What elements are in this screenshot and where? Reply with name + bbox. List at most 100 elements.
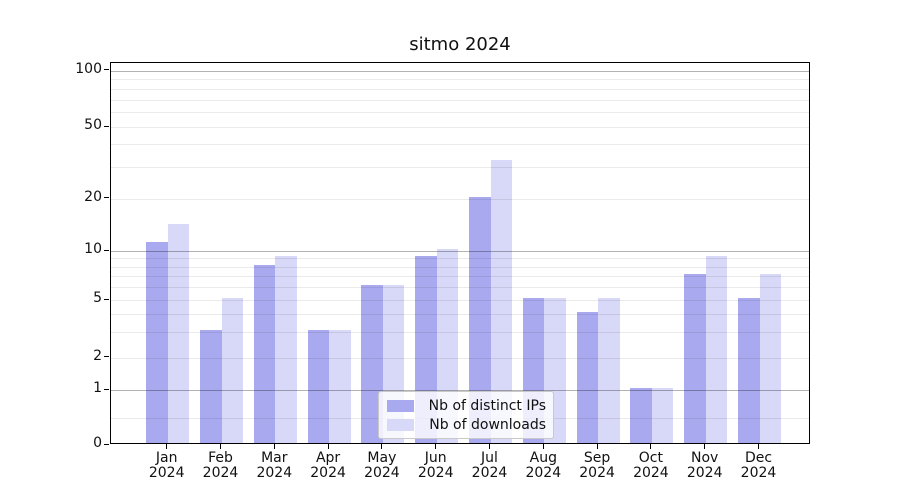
x-tick-label: Jun 2024 [404,451,468,481]
y-tick-label: 20 [84,188,102,205]
x-tick-label-month: Sep [583,450,611,466]
y-tick-label: 100 [75,60,102,77]
chart-title: sitmo 2024 [409,34,511,55]
x-tick-label-month: Dec [744,450,773,466]
bar-distinct-ips-jul [469,196,491,443]
x-tick-label: Jan 2024 [135,451,199,481]
y-tick [104,298,109,300]
x-tick-label-year: 2024 [256,465,293,481]
x-tick-label-month: Mar [261,450,288,466]
x-tick [273,444,275,449]
y-tick [104,197,109,199]
x-tick-label-year: 2024 [633,465,669,481]
x-tick-label: Sep 2024 [565,451,629,481]
gridline-minor [111,99,809,101]
gridline-minor [111,198,809,200]
x-tick-label-month: Feb [208,450,233,466]
bar-downloads-feb [221,298,243,443]
bar-distinct-ips-feb [200,330,222,443]
x-tick-label-year: 2024 [525,465,562,481]
x-tick [596,444,598,449]
x-tick-label: Jul 2024 [458,451,522,481]
bar-downloads-dec [759,274,781,443]
legend-item-distinct-ips: Nb of distinct IPs [386,397,546,414]
x-tick-label-year: 2024 [417,465,454,481]
x-tick-label-month: Apr [315,450,341,466]
x-tick-label-month: Oct [638,450,663,466]
x-tick [381,444,383,449]
gridline-major [111,70,809,72]
gridline-minor [111,144,809,146]
gridline-minor [111,314,809,315]
gridline-major [111,390,809,391]
x-tick [650,444,652,449]
x-tick [704,444,706,449]
bar-downloads-oct [651,388,674,443]
gridline-minor [111,300,809,301]
x-tick-label-month: Jan [155,450,178,466]
x-tick-label-month: Jul [481,450,498,466]
bar-downloads-jul [490,159,512,443]
bar-distinct-ips-jan [146,241,168,443]
y-tick-label: 50 [84,117,102,133]
gridline-minor [111,166,809,168]
bar-distinct-ips-may [361,285,383,443]
gridline-minor [111,127,809,128]
x-tick-label: Oct 2024 [619,451,683,481]
plot-area [110,62,810,444]
legend-label-downloads: Nb of downloads [429,416,546,433]
gridline-minor [111,258,809,260]
gridline-minor [111,112,809,114]
bar-downloads-jan [167,223,190,443]
x-tick [327,444,329,449]
bar-downloads-sep [598,298,620,443]
x-tick-label: May 2024 [350,451,414,481]
bar-distinct-ips-dec [738,298,760,443]
y-tick [104,69,109,71]
legend-label-distinct-ips: Nb of distinct IPs [428,397,546,414]
bar-distinct-ips-apr [307,330,330,443]
legend-swatch-distinct-ips [387,399,414,412]
x-tick-label-month: Nov [691,450,719,466]
gridline-minor [111,88,809,90]
x-tick [435,444,437,449]
x-tick-label-year: 2024 [579,465,615,481]
y-tick [104,356,109,358]
gridline-minor [111,276,809,278]
x-tick [219,444,222,449]
y-tick-label: 2 [93,347,102,364]
legend-item-downloads: Nb of downloads [386,416,546,433]
gridline-major [111,251,809,252]
y-tick [104,388,109,390]
gridline-minor [111,357,809,359]
gridline-minor [111,332,809,334]
x-tick [166,444,168,449]
x-tick [542,444,544,449]
x-tick-label-month: May [367,450,397,466]
y-tick [104,249,109,251]
x-tick-label-year: 2024 [202,465,239,481]
y-tick [104,125,109,127]
y-tick-label: 0 [93,435,102,451]
y-tick [104,443,109,445]
x-tick [488,444,491,449]
bar-distinct-ips-nov [684,274,706,443]
bar-distinct-ips-mar [253,264,276,443]
gridline-minor [111,79,809,81]
x-tick-label-year: 2024 [686,465,723,481]
x-tick-label: Aug 2024 [511,451,575,481]
x-tick-label: Feb 2024 [189,451,253,481]
bar-downloads-nov [705,256,728,443]
x-tick-label-year: 2024 [310,465,346,481]
y-tick-label: 5 [93,290,102,306]
y-tick-label: 10 [84,241,102,257]
legend-swatch-downloads [387,418,414,431]
bar-downloads-apr [329,330,351,443]
y-tick-label: 1 [93,380,102,396]
x-tick [757,444,760,449]
x-tick-label-year: 2024 [471,465,508,481]
x-tick-label-month: Aug [529,450,557,466]
gridline-minor [111,287,809,289]
bar-downloads-mar [275,256,297,443]
